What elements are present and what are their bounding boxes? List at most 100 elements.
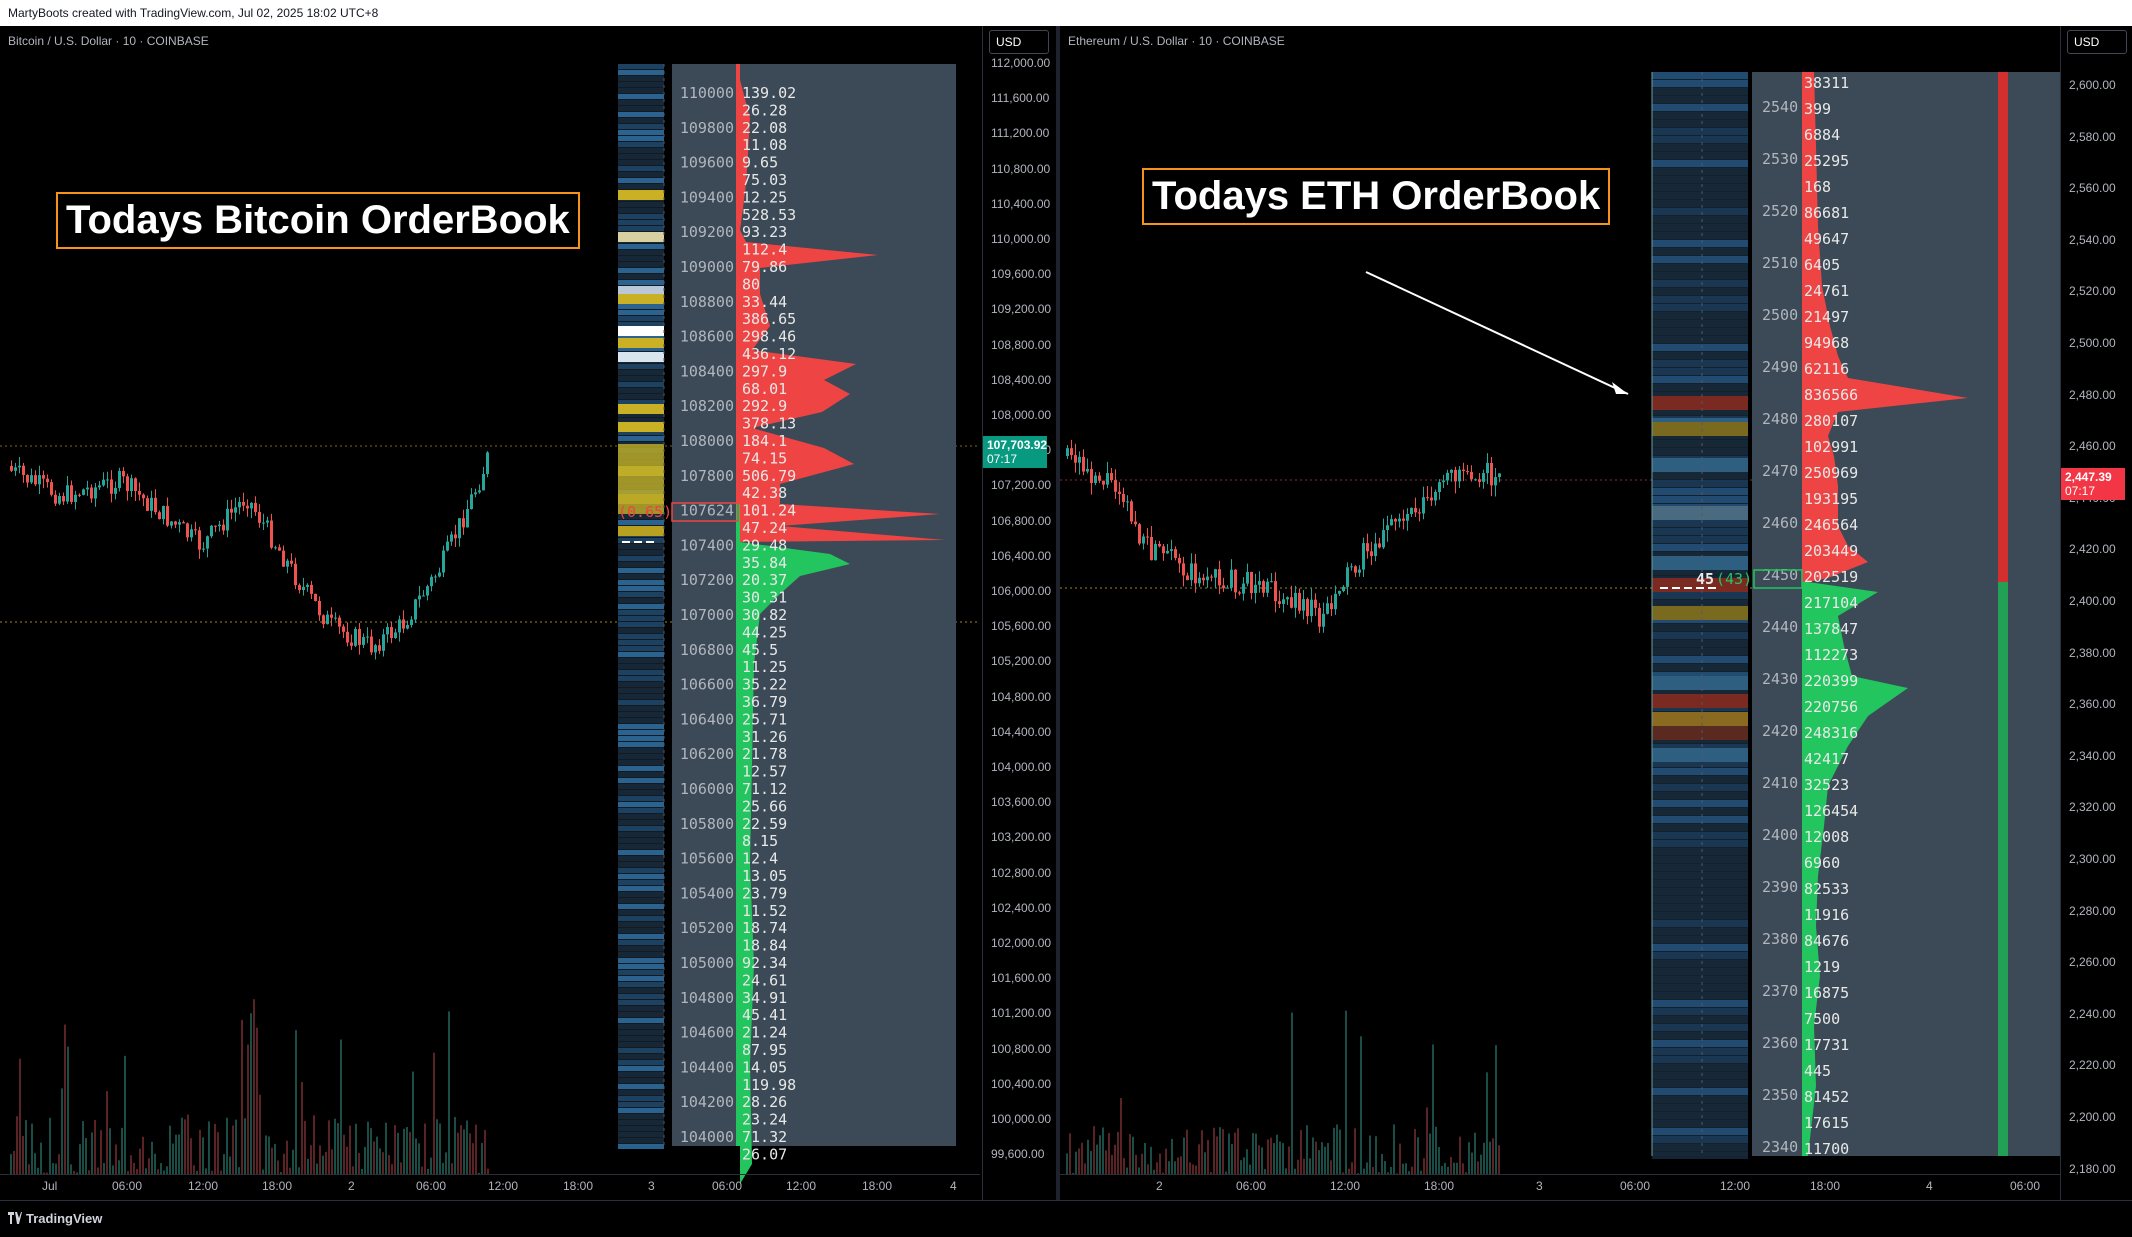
btc-heat-cell	[618, 520, 664, 525]
eth-candle	[1374, 543, 1377, 557]
btc-volume-bar	[130, 1155, 132, 1174]
btc-volume-bar	[31, 1123, 33, 1174]
btc-candle	[154, 497, 157, 513]
btc-axis-tick: 100,400.00	[991, 1076, 1052, 1091]
eth-candle	[1270, 581, 1273, 583]
btc-volume-bar	[427, 1168, 429, 1174]
btc-heat-cell	[618, 736, 664, 741]
eth-volume-bar	[1168, 1161, 1170, 1174]
btc-heat-cell	[618, 100, 664, 105]
btc-volume-bar	[139, 1148, 141, 1174]
eth-candle	[1458, 469, 1461, 482]
pane-divider[interactable]	[1056, 26, 1060, 1200]
eth-axis-tick: 2,260.00	[2069, 955, 2116, 970]
btc-ob-price: 109200	[680, 223, 734, 241]
eth-time-tick: 18:00	[1810, 1179, 1841, 1193]
eth-volume-bar	[1468, 1142, 1470, 1174]
btc-ob-price: 108200	[680, 397, 734, 415]
eth-volume-bar	[1456, 1162, 1458, 1174]
btc-candle	[26, 475, 29, 483]
eth-chart-pane[interactable]: 45 (43) 2540 2530 2520 2510 2500 2490 2480 2470 24…	[1060, 26, 2132, 1200]
eth-volume-bar	[1096, 1144, 1098, 1174]
eth-volume-bar	[1165, 1148, 1167, 1174]
btc-volume-bar	[217, 1132, 219, 1174]
eth-axis-tick: 2,360.00	[2069, 697, 2116, 712]
btc-ob-size: 386.65	[742, 310, 796, 328]
eth-heat-cell	[1652, 672, 1748, 679]
eth-candle	[1206, 576, 1209, 581]
eth-heat-cell	[1652, 832, 1748, 839]
btc-ob-size: 25.71	[742, 710, 787, 728]
btc-price-axis[interactable]: USD 112,000.00 111,600.00 111,200.00 110,80…	[982, 26, 1055, 1200]
btc-candle	[246, 505, 249, 509]
btc-volume-bar	[385, 1122, 387, 1174]
eth-volume-bar	[1102, 1127, 1104, 1174]
eth-volume-bar	[1495, 1045, 1497, 1174]
btc-candle	[442, 550, 445, 573]
btc-chart-canvas[interactable]: 110000 109800 109600 109400 109200 109000 1088…	[0, 26, 980, 1200]
eth-candle	[1246, 572, 1249, 584]
btc-heat-cell	[618, 244, 664, 249]
eth-volume-bar	[1393, 1124, 1395, 1174]
eth-heat-cell	[1652, 96, 1748, 103]
eth-chart-canvas[interactable]: 45 (43)2540253025202510250024902480247024…	[1060, 26, 2060, 1200]
eth-price-axis[interactable]: USD 2,600.00 2,580.00 2,560.00 2,540.00 2,52…	[2060, 26, 2132, 1200]
btc-heat-cell	[618, 1120, 664, 1125]
eth-volume-bar	[1222, 1129, 1224, 1174]
btc-time-tick: 18:00	[262, 1179, 293, 1193]
eth-ob-price: 2340	[1762, 1138, 1798, 1156]
eth-heat-cell	[1652, 312, 1748, 319]
eth-time-axis[interactable]: 2 06:00 12:00 18:00 3 06:00 12:00 18:00 4 06:00	[1060, 1174, 2060, 1197]
eth-volume-bar	[1255, 1133, 1257, 1174]
eth-volume-bar	[1072, 1172, 1074, 1174]
eth-volume-bar	[1231, 1144, 1233, 1174]
eth-heat-cell	[1652, 88, 1748, 95]
btc-volume-bar	[274, 1144, 276, 1174]
eth-candle	[1326, 603, 1329, 614]
eth-ob-price: 2420	[1762, 722, 1798, 740]
btc-currency-button[interactable]: USD	[989, 30, 1049, 54]
btc-heat-cell	[618, 1042, 664, 1047]
eth-volume-bar	[1285, 1168, 1287, 1174]
eth-symbol-label[interactable]: Ethereum / U.S. Dollar · 10 · COINBASE	[1068, 34, 1285, 48]
btc-candle	[38, 475, 41, 485]
eth-volume-bar	[1246, 1149, 1248, 1174]
btc-axis-tick: 108,000.00	[991, 408, 1052, 422]
eth-arrow-line	[1365, 271, 1629, 395]
btc-candle	[222, 524, 225, 531]
eth-ask-profile	[1808, 72, 1968, 582]
btc-ob-price: 107000	[680, 606, 734, 624]
eth-volume-bar	[1132, 1136, 1134, 1174]
eth-ob-size: 21497	[1804, 308, 1849, 326]
eth-candle	[1386, 525, 1389, 531]
eth-volume-bar	[1105, 1150, 1107, 1174]
eth-heat-cell	[1652, 936, 1748, 943]
eth-currency-button[interactable]: USD	[2067, 30, 2127, 54]
btc-title-annotation[interactable]: Todays Bitcoin OrderBook	[56, 192, 580, 249]
eth-volume-bar	[1354, 1128, 1356, 1174]
btc-candle	[34, 475, 37, 485]
btc-candle	[326, 614, 329, 625]
eth-heat-hot	[1652, 506, 1748, 520]
eth-axis-tick: 2,240.00	[2069, 1006, 2116, 1021]
btc-ob-size: 11.52	[742, 902, 787, 920]
btc-ob-size: 29.48	[742, 536, 787, 554]
btc-heat-cell	[618, 310, 664, 315]
eth-heat-cell	[1652, 304, 1748, 311]
btc-candle	[422, 595, 425, 597]
btc-heat-cell	[618, 610, 664, 615]
btc-candle	[198, 530, 201, 550]
eth-candle	[1338, 591, 1341, 594]
eth-title-annotation[interactable]: Todays ETH OrderBook	[1142, 168, 1611, 225]
btc-heat-cell	[618, 652, 664, 657]
btc-chart-pane[interactable]: 110000 109800 109600 109400 109200 109000 1088…	[0, 26, 1056, 1200]
eth-ob-size: 193195	[1804, 490, 1858, 508]
eth-candle	[1446, 472, 1449, 481]
btc-symbol-label[interactable]: Bitcoin / U.S. Dollar · 10 · COINBASE	[8, 34, 209, 48]
btc-volume-bar	[463, 1129, 465, 1174]
eth-ob-price: 2380	[1762, 930, 1798, 948]
eth-heat-cell	[1652, 1096, 1748, 1103]
eth-orderbook-panel	[1752, 72, 2060, 1156]
eth-volume-bar	[1270, 1137, 1272, 1174]
btc-time-axis[interactable]: Jul 06:00 12:00 18:00 2 06:00 12:00 18:00 3 06:00…	[0, 1174, 980, 1197]
